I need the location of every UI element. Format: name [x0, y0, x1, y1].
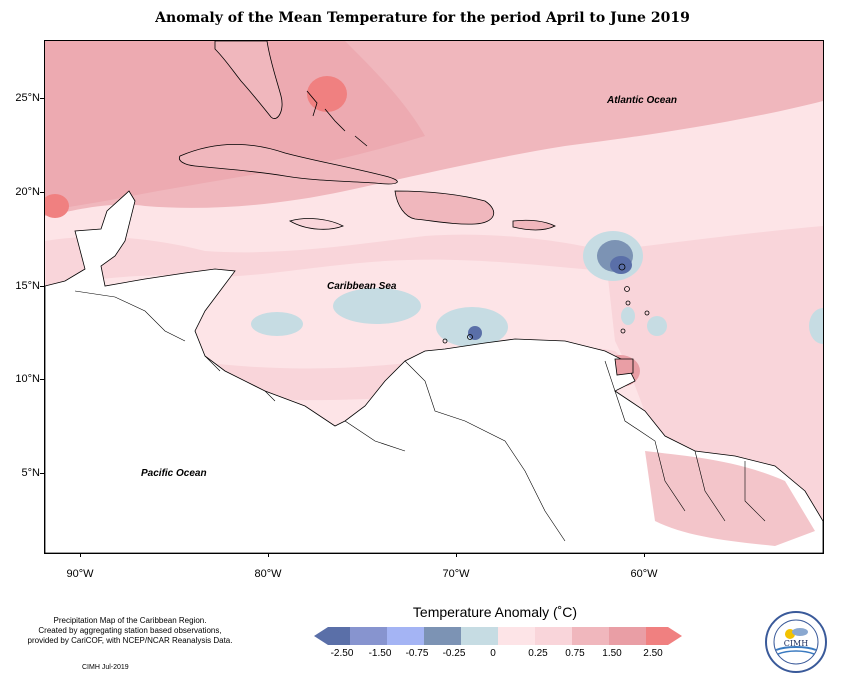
lat-label-15: 15°N [15, 280, 40, 292]
cool-spot-stvincent [621, 307, 635, 325]
note-line-3: provided by CariCOF, with NCEP/NCAR Rean… [27, 636, 233, 645]
legend-tick-6: 0.75 [565, 648, 585, 659]
legend-swatch-0 [314, 627, 350, 645]
legend-color-bar [314, 627, 682, 645]
hotspot-west [45, 194, 69, 218]
cool-spot-curacao-inner [468, 326, 482, 340]
cool-spot-west [251, 312, 303, 336]
legend-tick-0: -2.50 [330, 648, 354, 659]
land-st-lucia [625, 300, 631, 306]
legend-swatch-1 [350, 627, 387, 645]
footer-credit: CIMH Jul-2019 [82, 664, 129, 671]
country-borders [74, 290, 766, 542]
land-florida [214, 41, 283, 119]
legend-tick-5: 0.25 [528, 648, 548, 659]
anomaly-zone-guianas-land [645, 451, 815, 546]
map-notes: Precipitation Map of the Caribbean Regio… [10, 616, 250, 646]
legend-swatch-8 [609, 627, 646, 645]
land-cuba [178, 143, 398, 185]
land-curacao [467, 334, 473, 340]
legend-title: Temperature Anomaly (˚C) [412, 604, 578, 620]
land-hispaniola [394, 190, 495, 225]
land-grenada [620, 328, 626, 334]
lat-label-25: 25°N [15, 92, 40, 104]
legend-swatch-5 [498, 627, 535, 645]
hotspot-bahamas [307, 76, 347, 112]
legend-swatch-6 [535, 627, 572, 645]
land-martinique [624, 286, 630, 292]
legend-swatch-2 [387, 627, 424, 645]
lat-label-10: 10°N [15, 373, 40, 385]
land-central-south-america [45, 190, 823, 553]
label-caribbean-sea: Caribbean Sea [327, 281, 397, 292]
lat-label-5: 5°N [21, 467, 40, 479]
land-guadeloupe [618, 263, 626, 271]
lon-label-60: 60°W [630, 568, 658, 580]
legend-swatch-9 [646, 627, 682, 645]
cool-spot-central [333, 288, 421, 324]
land-bahamas [306, 90, 368, 147]
label-atlantic-ocean: Atlantic Ocean [607, 95, 678, 106]
land-puerto-rico [512, 219, 556, 231]
legend-tick-8: 2.50 [643, 648, 663, 659]
lon-label-80: 80°W [254, 568, 282, 580]
legend-swatch-7 [572, 627, 609, 645]
legend-swatch-4 [461, 627, 498, 645]
note-line-2: Created by aggregating station based obs… [38, 626, 222, 635]
note-line-1: Precipitation Map of the Caribbean Regio… [53, 616, 207, 625]
cool-spot-east-edge [809, 308, 823, 344]
legend-tick-1: -1.50 [368, 648, 392, 659]
map-title: Anomaly of the Mean Temperature for the … [155, 10, 690, 26]
cool-spot-antilles-inner [610, 256, 632, 274]
lon-label-70: 70°W [442, 568, 470, 580]
label-pacific-ocean: Pacific Ocean [141, 468, 207, 479]
cimh-logo: CIMH [765, 611, 827, 673]
anomaly-zone-central [45, 234, 605, 286]
anomaly-map: Atlantic Ocean Caribbean Sea Pacific Oce… [44, 40, 824, 554]
legend-tick-4: 0 [490, 648, 496, 659]
legend-tick-2: -0.75 [405, 648, 429, 659]
legend-tick-7: 1.50 [602, 648, 622, 659]
legend-tick-3: -0.25 [442, 648, 466, 659]
lat-label-20: 20°N [15, 186, 40, 198]
land-jamaica [289, 218, 344, 230]
map-canvas [45, 41, 823, 553]
logo-text: CIMH [784, 639, 808, 648]
cool-spot-barbados [647, 316, 667, 336]
land-trinidad [614, 358, 634, 376]
land-barbados [644, 310, 650, 316]
land-aruba [442, 338, 448, 344]
legend-swatch-3 [424, 627, 461, 645]
lon-label-90: 90°W [66, 568, 94, 580]
